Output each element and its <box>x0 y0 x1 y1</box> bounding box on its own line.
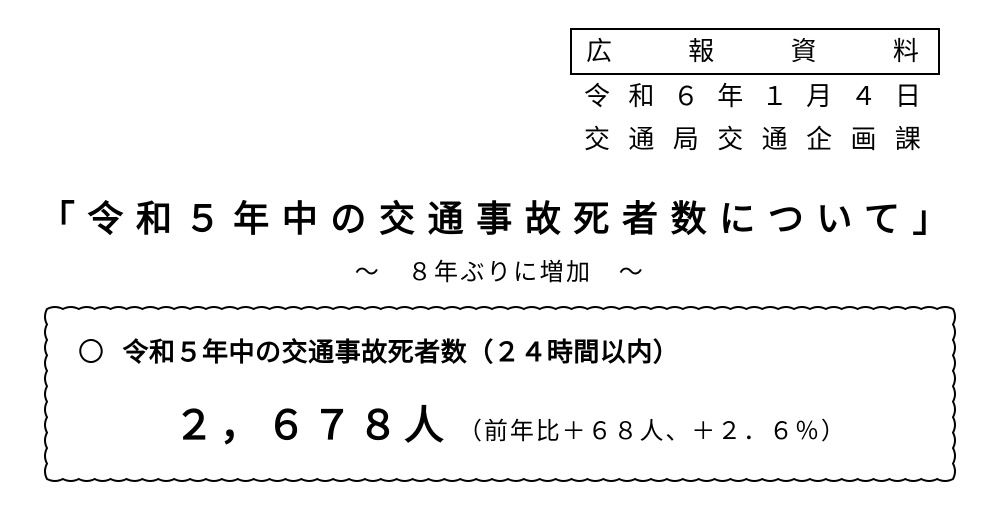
summary-value: ２，６７８人 <box>174 403 450 448</box>
header-issuer: 交通局交通企画課 <box>570 118 940 161</box>
header-date: 令和６年１月４日 <box>570 75 940 118</box>
summary-value-line: ２，６７８人 （前年比＋６８人、＋２．６％） <box>78 393 934 451</box>
header-category-box: 広報資料 <box>570 28 940 75</box>
summary-heading: 令和５年中の交通事故死者数（２４時間以内） <box>123 337 680 367</box>
document-title: 「令和５年中の交通事故死者数について」 <box>0 190 1000 242</box>
header-info-block: 広報資料 令和６年１月４日 交通局交通企画課 <box>570 28 940 161</box>
summary-heading-line: 〇令和５年中の交通事故死者数（２４時間以内） <box>78 332 934 369</box>
title-block: 「令和５年中の交通事故死者数について」 ～ ８年ぶりに増加 ～ <box>0 190 1000 287</box>
bullet-icon: 〇 <box>78 332 105 369</box>
document-subtitle: ～ ８年ぶりに増加 ～ <box>0 252 1000 287</box>
summary-comparison: （前年比＋６８人、＋２．６％） <box>458 419 847 445</box>
